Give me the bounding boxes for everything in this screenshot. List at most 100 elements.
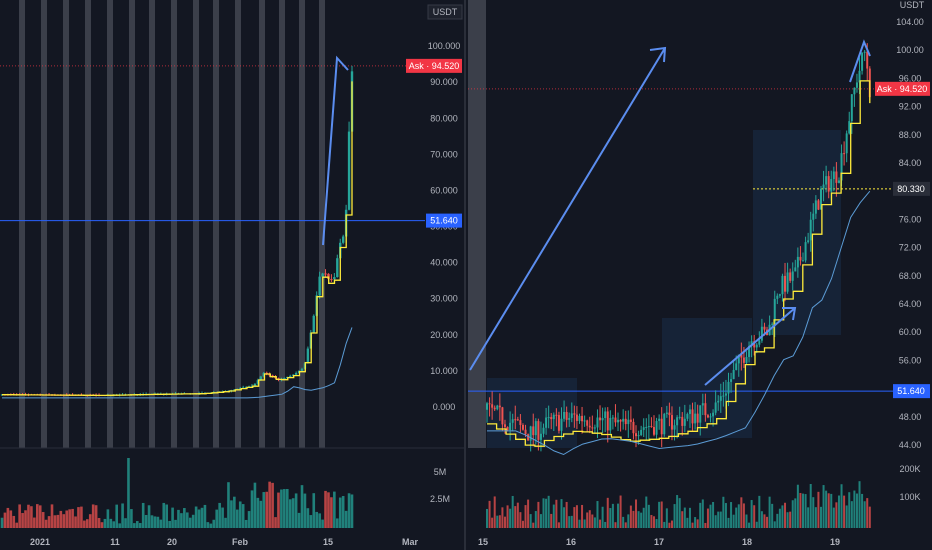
- session-marker-left: [63, 0, 69, 448]
- volume-bar-left: [112, 521, 116, 528]
- volume-bar-left: [6, 507, 10, 528]
- candle-body-right: [802, 260, 805, 262]
- volume-bar-left: [241, 504, 245, 528]
- volume-bar-left: [277, 492, 280, 528]
- volume-bar-right: [850, 501, 853, 528]
- volume-bar-right: [855, 493, 858, 528]
- volume-bar-right: [768, 496, 771, 528]
- volume-bar-left: [335, 518, 339, 528]
- volume-bar-right: [658, 501, 661, 528]
- volume-profile-box: [662, 318, 752, 438]
- volume-bar-left: [174, 519, 177, 528]
- session-marker-left: [129, 0, 135, 448]
- volume-bar-right: [665, 508, 668, 528]
- price-tick-left: 70.000: [430, 149, 458, 159]
- candle-body-right: [565, 411, 568, 420]
- candle-body-left: [256, 380, 260, 384]
- currency-box: [427, 4, 463, 20]
- candle-body-right: [673, 425, 676, 430]
- x-label-right: 16: [566, 537, 576, 547]
- volume-bar-right: [635, 499, 638, 528]
- volume-bar-right: [760, 511, 763, 528]
- volume-bar-right: [819, 506, 822, 528]
- candle-body-right: [732, 369, 735, 380]
- volume-bar-right: [527, 499, 530, 528]
- volume-bar-right: [742, 503, 745, 528]
- candle-body-right: [812, 213, 815, 220]
- volume-bar-left: [247, 511, 251, 528]
- candle-body-right: [583, 420, 586, 422]
- price-tick-left: 80.000: [430, 113, 458, 123]
- volume-bar-left: [165, 504, 169, 528]
- candle-body-right: [694, 413, 697, 424]
- volume-bar-left: [194, 506, 198, 528]
- candle-body-right: [825, 176, 828, 185]
- candle-body-right: [658, 418, 661, 421]
- poc-tag-text: 80.330: [897, 184, 925, 194]
- volume-bar-left: [21, 513, 24, 528]
- volume-bar-right: [830, 493, 833, 528]
- candle-body-left: [259, 376, 263, 381]
- candle-body-right: [737, 354, 740, 364]
- volume-bar-right: [542, 498, 545, 528]
- moving-average-left: [2, 327, 353, 399]
- price-tick-right: 96.00: [899, 73, 922, 83]
- volume-bar-right: [539, 514, 542, 528]
- volume-bar-right: [673, 504, 676, 528]
- x-label-left: 2021: [30, 537, 50, 547]
- candle-body-right: [514, 419, 517, 421]
- volume-bar-right: [552, 504, 555, 528]
- volume-bar-right: [804, 494, 807, 528]
- volume-bar-left: [188, 517, 192, 528]
- volume-bar-left: [41, 512, 45, 528]
- volume-bar-left: [350, 494, 354, 528]
- volume-bar-right: [503, 516, 506, 528]
- volume-bar-right: [832, 507, 835, 528]
- volume-bar-right: [735, 507, 738, 528]
- candle-body-right: [850, 94, 853, 122]
- candle-body-right: [786, 272, 789, 292]
- candle-body-left: [294, 373, 298, 375]
- volume-bar-left: [300, 485, 304, 528]
- volume-bar-left: [12, 515, 16, 528]
- volume-bar-left: [341, 496, 345, 528]
- volume-bar-right: [771, 503, 774, 528]
- volume-bar-left: [303, 493, 307, 528]
- volume-bar-left: [280, 489, 283, 528]
- candle-body-right: [740, 354, 743, 358]
- candle-body-right: [706, 415, 709, 418]
- candle-body-right: [750, 341, 753, 346]
- volume-bar-right: [706, 508, 709, 528]
- volume-bar-left: [80, 506, 83, 528]
- volume-bar-left: [197, 509, 201, 528]
- volume-bar-right: [773, 521, 776, 528]
- volume-bar-right: [696, 519, 699, 528]
- volume-bar-left: [50, 504, 54, 528]
- candle-body-right: [676, 417, 679, 426]
- candle-body-right: [776, 295, 779, 299]
- volume-bar-right: [498, 515, 501, 528]
- volume-bar-left: [285, 488, 289, 528]
- price-tick-left: 10.000: [430, 366, 458, 376]
- volume-bar-right: [537, 501, 540, 528]
- volume-bar-right: [637, 511, 640, 528]
- candle-body-right: [581, 415, 584, 422]
- candle-body-right: [758, 340, 761, 345]
- volume-bar-left: [71, 508, 74, 528]
- volume-bar-left: [227, 482, 230, 528]
- candle-body-right: [760, 326, 763, 341]
- candle-body-right: [588, 425, 591, 428]
- volume-bar-left: [33, 517, 36, 528]
- candle-body-left: [324, 273, 327, 275]
- candle-body-right: [861, 52, 864, 71]
- candle-body-right: [537, 421, 540, 440]
- candle-body-right: [848, 121, 851, 134]
- volume-bar-left: [53, 515, 57, 528]
- x-label-left: Mar: [402, 537, 419, 547]
- candle-body-right: [809, 219, 812, 241]
- price-tick-left: 100.000: [428, 41, 461, 51]
- volume-bar-left: [83, 520, 86, 528]
- candle-body-right: [539, 433, 542, 440]
- volume-bar-right: [629, 505, 632, 528]
